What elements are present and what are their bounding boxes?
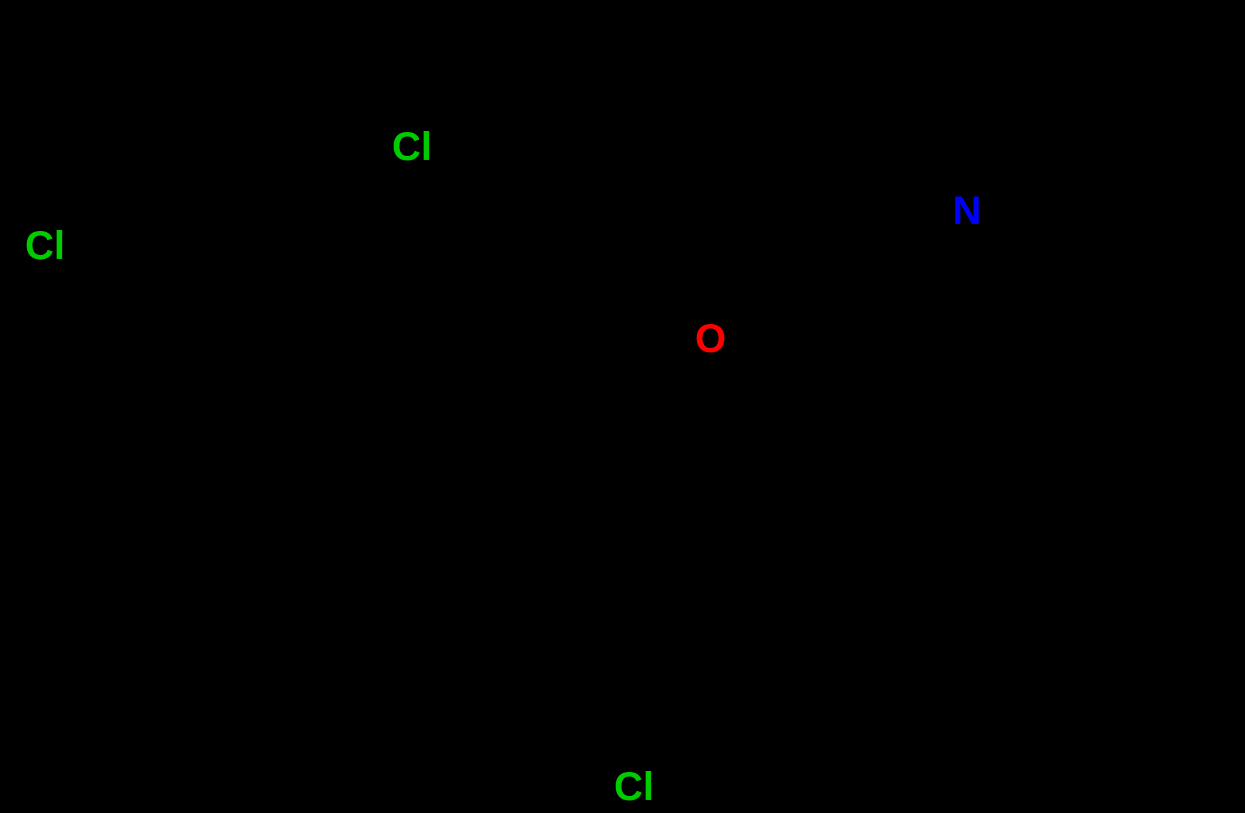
- bond: [1087, 594, 1171, 643]
- atom-label: Cl: [614, 765, 654, 809]
- bond: [301, 338, 412, 402]
- bond: [301, 163, 383, 210]
- molecule-canvas: N OH Cl Cl Cl: [0, 0, 1245, 813]
- bond: [856, 223, 944, 274]
- bond: [523, 530, 634, 594]
- bond: [990, 223, 1078, 274]
- bond: [541, 545, 625, 594]
- bond: [871, 237, 938, 276]
- bond: [79, 338, 190, 402]
- bond: [967, 402, 1078, 466]
- labels-group: N OH Cl Cl Cl: [25, 125, 981, 809]
- bond: [412, 530, 523, 594]
- bond: [771, 353, 856, 402]
- bond: [190, 146, 301, 210]
- bond: [856, 402, 967, 466]
- bond: [1078, 594, 1189, 658]
- bond: [967, 594, 1078, 658]
- atom-label: OH: [695, 317, 755, 361]
- bonds-group: [79, 18, 1189, 769]
- atom-label: Cl: [25, 224, 65, 268]
- atom-label: Cl: [392, 125, 432, 169]
- bond: [1078, 210, 1189, 274]
- bond: [1078, 18, 1189, 82]
- atom-label: N: [953, 189, 982, 233]
- bond: [123, 159, 185, 195]
- bond: [745, 530, 856, 594]
- bond: [663, 722, 745, 769]
- bond: [97, 338, 181, 387]
- bond: [1087, 417, 1171, 466]
- bond: [190, 338, 301, 402]
- bond: [1078, 402, 1189, 466]
- bond: [634, 530, 745, 594]
- bond: [108, 146, 190, 193]
